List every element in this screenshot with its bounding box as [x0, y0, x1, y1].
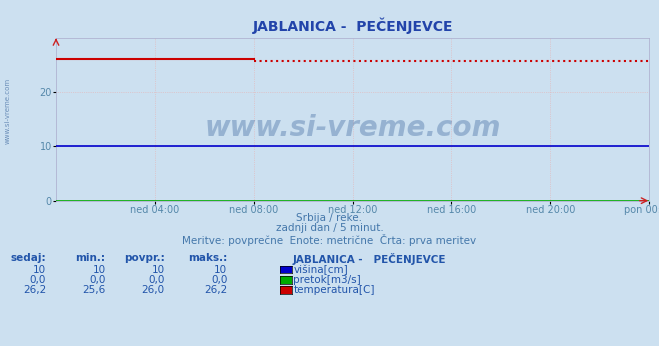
Text: maks.:: maks.: — [188, 253, 227, 263]
Text: temperatura[C]: temperatura[C] — [293, 285, 375, 295]
Text: 0,0: 0,0 — [30, 275, 46, 285]
Text: 26,0: 26,0 — [142, 285, 165, 295]
Text: 10: 10 — [152, 265, 165, 275]
Text: JABLANICA -   PEČENJEVCE: JABLANICA - PEČENJEVCE — [293, 253, 445, 265]
Text: povpr.:: povpr.: — [124, 253, 165, 263]
Text: pretok[m3/s]: pretok[m3/s] — [293, 275, 361, 285]
Text: Srbija / reke.: Srbija / reke. — [297, 213, 362, 223]
Text: 26,2: 26,2 — [23, 285, 46, 295]
Text: 26,2: 26,2 — [204, 285, 227, 295]
Text: višina[cm]: višina[cm] — [293, 265, 348, 275]
Text: 10: 10 — [33, 265, 46, 275]
Text: min.:: min.: — [75, 253, 105, 263]
Text: 10: 10 — [214, 265, 227, 275]
Text: 0,0: 0,0 — [89, 275, 105, 285]
Text: 0,0: 0,0 — [211, 275, 227, 285]
Text: zadnji dan / 5 minut.: zadnji dan / 5 minut. — [275, 223, 384, 233]
Text: www.si-vreme.com: www.si-vreme.com — [204, 113, 501, 142]
Text: 25,6: 25,6 — [82, 285, 105, 295]
Text: sedaj:: sedaj: — [11, 253, 46, 263]
Text: 0,0: 0,0 — [148, 275, 165, 285]
Title: JABLANICA -  PEČENJEVCE: JABLANICA - PEČENJEVCE — [252, 18, 453, 34]
Text: 10: 10 — [92, 265, 105, 275]
Text: Meritve: povprečne  Enote: metrične  Črta: prva meritev: Meritve: povprečne Enote: metrične Črta:… — [183, 234, 476, 246]
Text: www.si-vreme.com: www.si-vreme.com — [5, 78, 11, 144]
